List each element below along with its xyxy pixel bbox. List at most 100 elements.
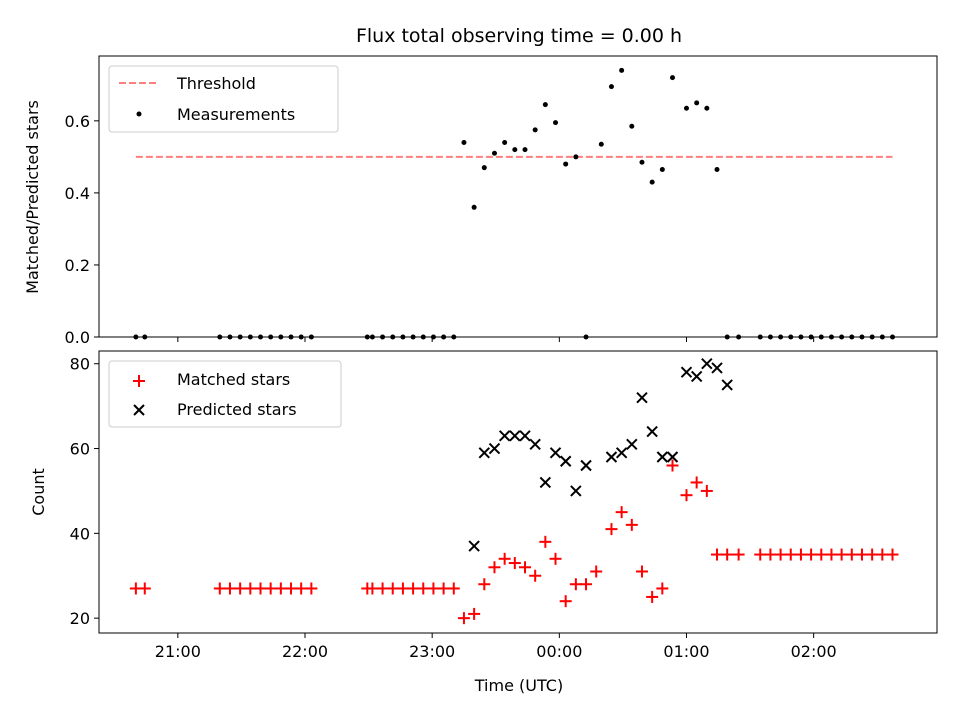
predicted-point: [529, 438, 541, 451]
measurement-point: [598, 141, 604, 147]
x-tick-label: 22:00: [282, 642, 328, 661]
top-x-ticks: [177, 337, 815, 342]
matched-point: [690, 476, 703, 489]
measurement-point: [380, 334, 386, 340]
measurement-point: [217, 334, 223, 340]
matched-point: [815, 548, 828, 561]
matched-point: [549, 552, 562, 565]
measurement-point: [278, 334, 284, 340]
measurement-points: [133, 67, 895, 340]
matched-point: [711, 548, 724, 561]
matched-point: [437, 582, 450, 595]
bottom-y-tick-label: 60: [70, 440, 90, 459]
matched-point: [680, 489, 693, 502]
measurement-point: [683, 105, 689, 111]
matched-point: [754, 548, 767, 561]
measurement-point: [849, 334, 855, 340]
matched-point: [590, 565, 603, 578]
matched-point: [366, 582, 379, 595]
measurement-point: [704, 105, 710, 111]
bottom-y-ticks: 20 40 60 80: [70, 355, 99, 628]
matched-point: [646, 590, 659, 603]
predicted-point: [488, 442, 501, 455]
measurement-point: [583, 334, 589, 340]
measurement-point: [430, 334, 436, 340]
measurement-point: [400, 334, 406, 340]
top-y-tick-label: 0.4: [65, 184, 90, 203]
measurement-point: [659, 166, 665, 172]
predicted-legend-swatch: [133, 404, 145, 416]
bottom-y-tick-label: 40: [70, 524, 90, 543]
matched-point: [876, 548, 889, 561]
matched-point: [656, 582, 669, 595]
predicted-point: [580, 459, 592, 472]
measurement-point: [649, 179, 655, 185]
bottom-legend: Matched stars Predicted stars: [108, 360, 342, 428]
x-tick-label: 02:00: [791, 642, 837, 661]
top-y-ticks: 0.0 0.2 0.4 0.6: [65, 112, 99, 347]
predicted-point: [478, 447, 491, 459]
measurements-legend-label: Measurements: [177, 105, 295, 124]
matched-point: [518, 561, 531, 574]
matched-point: [855, 548, 868, 561]
matched-point: [138, 582, 151, 595]
measurement-point: [364, 334, 370, 340]
matched-point: [396, 582, 409, 595]
matched-point: [529, 569, 542, 582]
matched-point: [774, 548, 787, 561]
measurement-point: [369, 334, 375, 340]
matched-point: [274, 582, 287, 595]
top-legend: Threshold Measurements: [108, 65, 339, 133]
measurement-point: [257, 334, 263, 340]
top-y-tick-label: 0.6: [65, 112, 90, 131]
matched-point: [569, 578, 582, 591]
measurement-point: [390, 334, 396, 340]
measurement-point: [694, 100, 700, 106]
bottom-y-tick-label: 80: [70, 355, 90, 374]
matched-point: [478, 578, 491, 591]
measurement-point: [461, 139, 467, 145]
predicted-point: [680, 366, 693, 378]
measurement-point: [619, 67, 625, 73]
matched-legend-label: Matched stars: [177, 370, 290, 389]
measurement-point: [441, 334, 447, 340]
bottom-x-ticks: 21:00 22:00 23:00 00:00 01:00 02:00: [155, 633, 837, 661]
measurement-point: [288, 334, 294, 340]
predicted-point: [559, 455, 572, 467]
x-tick-label: 00:00: [536, 642, 582, 661]
x-tick-label: 23:00: [409, 642, 455, 661]
matched-point: [244, 582, 257, 595]
matched-point: [605, 523, 618, 536]
measurements-legend-swatch: [136, 111, 142, 117]
predicted-point: [605, 451, 618, 463]
predicted-point: [615, 447, 628, 459]
measurement-point: [828, 334, 834, 340]
matched-point: [305, 582, 318, 595]
matched-point: [666, 459, 679, 472]
predicted-point: [666, 451, 679, 463]
matched-point: [805, 548, 818, 561]
threshold-legend-label: Threshold: [176, 74, 256, 93]
matched-point: [223, 582, 236, 595]
predicted-point: [721, 379, 733, 391]
predicted-point: [519, 430, 531, 442]
measurement-point: [869, 334, 875, 340]
measurement-point: [308, 334, 314, 340]
top-y-tick-label: 0.2: [65, 256, 90, 275]
measurement-point: [481, 165, 487, 171]
predicted-point: [626, 438, 638, 451]
matched-point: [213, 582, 226, 595]
measurement-point: [420, 334, 426, 340]
measurement-point: [532, 127, 538, 133]
measurement-point: [410, 334, 416, 340]
predicted-point: [468, 540, 480, 552]
measurement-point: [670, 75, 676, 81]
measurement-point: [879, 334, 885, 340]
measurement-point: [778, 334, 784, 340]
matched-point: [468, 607, 481, 620]
matched-point: [376, 582, 389, 595]
matched-point: [264, 582, 277, 595]
measurement-point: [608, 84, 614, 90]
